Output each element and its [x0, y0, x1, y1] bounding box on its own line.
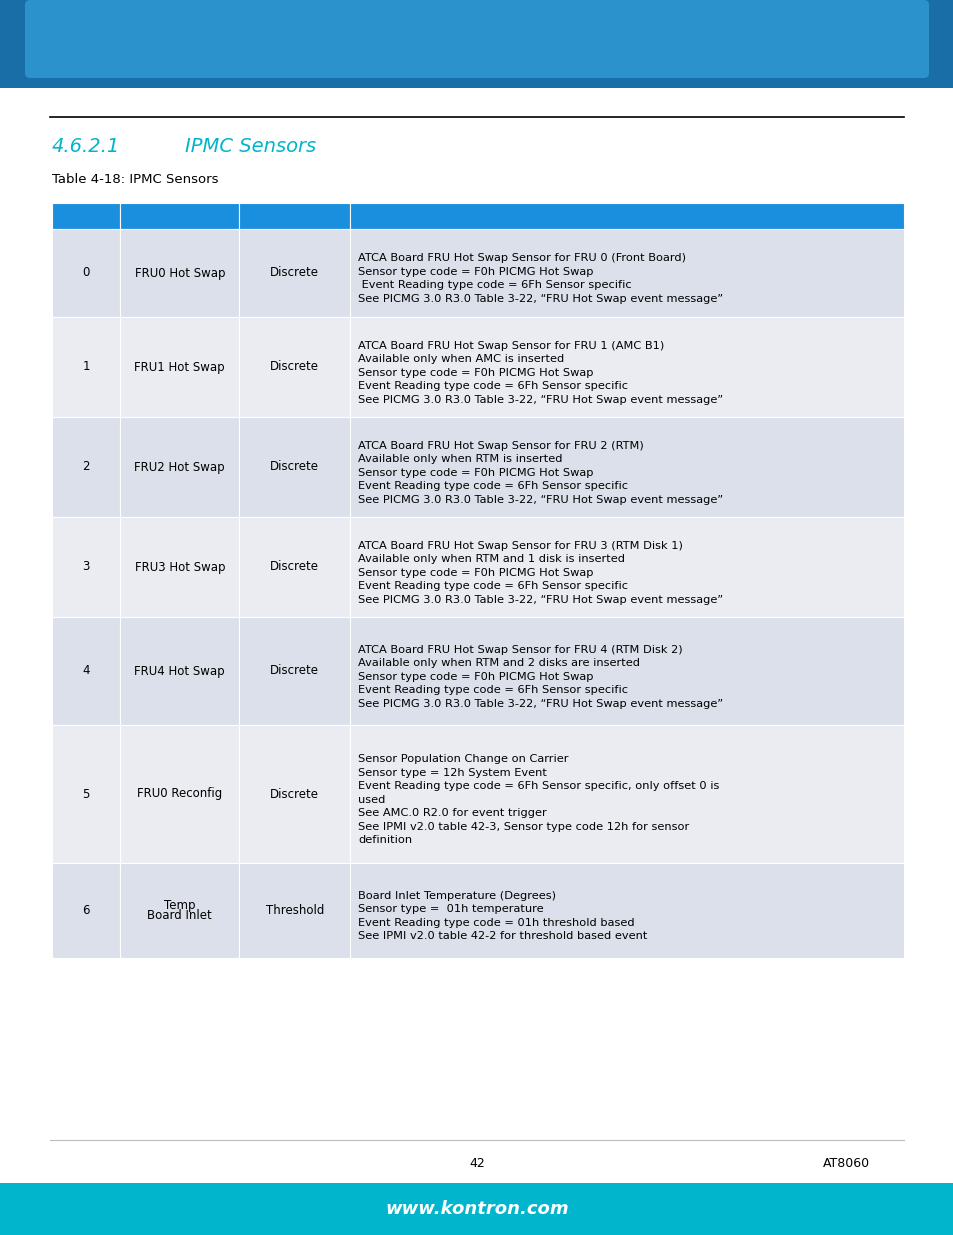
Bar	[350, 618, 903, 725]
Bar	[350, 317, 903, 417]
Bar	[120, 863, 239, 958]
Text: Event Reading type code = 6Fh Sensor specific: Event Reading type code = 6Fh Sensor spe…	[357, 280, 631, 290]
Text: Discrete: Discrete	[270, 267, 319, 279]
Text: Event Reading type code = 6Fh Sensor specific: Event Reading type code = 6Fh Sensor spe…	[357, 582, 627, 592]
Bar	[239, 228, 350, 317]
Bar	[120, 618, 239, 725]
Text: 3: 3	[82, 561, 90, 573]
Text: Temp: Temp	[164, 899, 195, 911]
Bar	[239, 417, 350, 517]
Text: Sensor type code = F0h PICMG Hot Swap: Sensor type code = F0h PICMG Hot Swap	[357, 468, 593, 478]
Text: www.kontron.com: www.kontron.com	[385, 1200, 568, 1218]
Text: Sensor type =  01h temperature: Sensor type = 01h temperature	[357, 904, 543, 914]
Text: See PICMG 3.0 R3.0 Table 3-22, “FRU Hot Swap event message”: See PICMG 3.0 R3.0 Table 3-22, “FRU Hot …	[357, 595, 722, 605]
Text: Event Reading type code = 6Fh Sensor specific: Event Reading type code = 6Fh Sensor spe…	[357, 482, 627, 492]
Text: Board Inlet Temperature (Degrees): Board Inlet Temperature (Degrees)	[357, 890, 556, 900]
Text: Available only when RTM and 1 disk is inserted: Available only when RTM and 1 disk is in…	[357, 555, 624, 564]
Bar	[52, 228, 120, 317]
Text: used: used	[357, 794, 385, 805]
Bar	[52, 863, 120, 958]
Text: 1: 1	[82, 361, 90, 373]
Text: definition: definition	[357, 835, 412, 845]
Bar	[120, 417, 239, 517]
Bar	[350, 417, 903, 517]
Bar	[52, 317, 120, 417]
Bar	[120, 317, 239, 417]
Text: Discrete: Discrete	[270, 461, 319, 473]
Bar	[120, 228, 239, 317]
Bar	[120, 517, 239, 618]
Text: See PICMG 3.0 R3.0 Table 3-22, “FRU Hot Swap event message”: See PICMG 3.0 R3.0 Table 3-22, “FRU Hot …	[357, 294, 722, 304]
Text: Discrete: Discrete	[270, 664, 319, 678]
Text: AT8060: AT8060	[822, 1157, 869, 1170]
Text: Sensor type code = F0h PICMG Hot Swap: Sensor type code = F0h PICMG Hot Swap	[357, 672, 593, 682]
Bar	[350, 863, 903, 958]
Text: FRU2 Hot Swap: FRU2 Hot Swap	[134, 461, 225, 473]
Text: ATCA Board FRU Hot Swap Sensor for FRU 0 (Front Board): ATCA Board FRU Hot Swap Sensor for FRU 0…	[357, 253, 685, 263]
Text: ATCA Board FRU Hot Swap Sensor for FRU 4 (RTM Disk 2): ATCA Board FRU Hot Swap Sensor for FRU 4…	[357, 645, 682, 655]
Bar	[52, 618, 120, 725]
FancyBboxPatch shape	[0, 0, 953, 88]
Text: See PICMG 3.0 R3.0 Table 3-22, “FRU Hot Swap event message”: See PICMG 3.0 R3.0 Table 3-22, “FRU Hot …	[357, 699, 722, 709]
Bar	[239, 517, 350, 618]
Text: Sensor Population Change on Carrier: Sensor Population Change on Carrier	[357, 755, 568, 764]
Text: FRU4 Hot Swap: FRU4 Hot Swap	[134, 664, 225, 678]
Text: Board Inlet: Board Inlet	[148, 909, 212, 923]
FancyBboxPatch shape	[25, 0, 928, 78]
Text: 0: 0	[82, 267, 90, 279]
Bar	[0, 1183, 953, 1235]
Bar	[120, 203, 239, 228]
Text: Table 4-18: IPMC Sensors: Table 4-18: IPMC Sensors	[52, 173, 218, 186]
Text: FRU0 Hot Swap: FRU0 Hot Swap	[134, 267, 225, 279]
Text: Threshold: Threshold	[265, 904, 324, 918]
Text: Discrete: Discrete	[270, 561, 319, 573]
Text: 5: 5	[82, 788, 90, 800]
Text: Sensor type code = F0h PICMG Hot Swap: Sensor type code = F0h PICMG Hot Swap	[357, 267, 593, 277]
Bar	[350, 228, 903, 317]
Bar	[239, 618, 350, 725]
Bar	[52, 517, 120, 618]
Text: Event Reading type code = 6Fh Sensor specific: Event Reading type code = 6Fh Sensor spe…	[357, 382, 627, 391]
Text: Sensor type = 12h System Event: Sensor type = 12h System Event	[357, 768, 546, 778]
Text: 4.6.2.1: 4.6.2.1	[52, 137, 120, 156]
Bar	[120, 725, 239, 863]
Text: Discrete: Discrete	[270, 788, 319, 800]
Bar	[0, 0, 953, 58]
Text: Sensor type code = F0h PICMG Hot Swap: Sensor type code = F0h PICMG Hot Swap	[357, 568, 593, 578]
Bar	[350, 203, 903, 228]
Bar	[350, 725, 903, 863]
Text: Event Reading type code = 6Fh Sensor specific: Event Reading type code = 6Fh Sensor spe…	[357, 685, 627, 695]
Text: IPMC Sensors: IPMC Sensors	[185, 137, 315, 156]
Text: FRU3 Hot Swap: FRU3 Hot Swap	[134, 561, 225, 573]
Text: ATCA Board FRU Hot Swap Sensor for FRU 3 (RTM Disk 1): ATCA Board FRU Hot Swap Sensor for FRU 3…	[357, 541, 682, 551]
Text: 4: 4	[82, 664, 90, 678]
Text: See AMC.0 R2.0 for event trigger: See AMC.0 R2.0 for event trigger	[357, 808, 546, 818]
Text: See PICMG 3.0 R3.0 Table 3-22, “FRU Hot Swap event message”: See PICMG 3.0 R3.0 Table 3-22, “FRU Hot …	[357, 495, 722, 505]
Bar	[239, 203, 350, 228]
Text: Discrete: Discrete	[270, 361, 319, 373]
Text: 6: 6	[82, 904, 90, 918]
Bar	[239, 863, 350, 958]
Bar	[52, 203, 120, 228]
Bar	[350, 517, 903, 618]
Bar	[239, 725, 350, 863]
Bar	[52, 725, 120, 863]
Text: FRU0 Reconfig: FRU0 Reconfig	[137, 788, 222, 800]
Text: See IPMI v2.0 table 42-3, Sensor type code 12h for sensor: See IPMI v2.0 table 42-3, Sensor type co…	[357, 821, 689, 831]
Text: Available only when AMC is inserted: Available only when AMC is inserted	[357, 354, 564, 364]
Text: Event Reading type code = 01h threshold based: Event Reading type code = 01h threshold …	[357, 918, 634, 927]
Text: ATCA Board FRU Hot Swap Sensor for FRU 1 (AMC B1): ATCA Board FRU Hot Swap Sensor for FRU 1…	[357, 341, 663, 351]
Text: ATCA Board FRU Hot Swap Sensor for FRU 2 (RTM): ATCA Board FRU Hot Swap Sensor for FRU 2…	[357, 441, 643, 451]
Bar	[52, 417, 120, 517]
Text: Sensor type code = F0h PICMG Hot Swap: Sensor type code = F0h PICMG Hot Swap	[357, 368, 593, 378]
Text: 2: 2	[82, 461, 90, 473]
Text: FRU1 Hot Swap: FRU1 Hot Swap	[134, 361, 225, 373]
Text: See IPMI v2.0 table 42-2 for threshold based event: See IPMI v2.0 table 42-2 for threshold b…	[357, 931, 647, 941]
Text: Event Reading type code = 6Fh Sensor specific, only offset 0 is: Event Reading type code = 6Fh Sensor spe…	[357, 782, 719, 792]
Text: 42: 42	[469, 1157, 484, 1170]
Text: Available only when RTM is inserted: Available only when RTM is inserted	[357, 454, 562, 464]
Bar	[239, 317, 350, 417]
Text: See PICMG 3.0 R3.0 Table 3-22, “FRU Hot Swap event message”: See PICMG 3.0 R3.0 Table 3-22, “FRU Hot …	[357, 395, 722, 405]
Text: Available only when RTM and 2 disks are inserted: Available only when RTM and 2 disks are …	[357, 658, 639, 668]
